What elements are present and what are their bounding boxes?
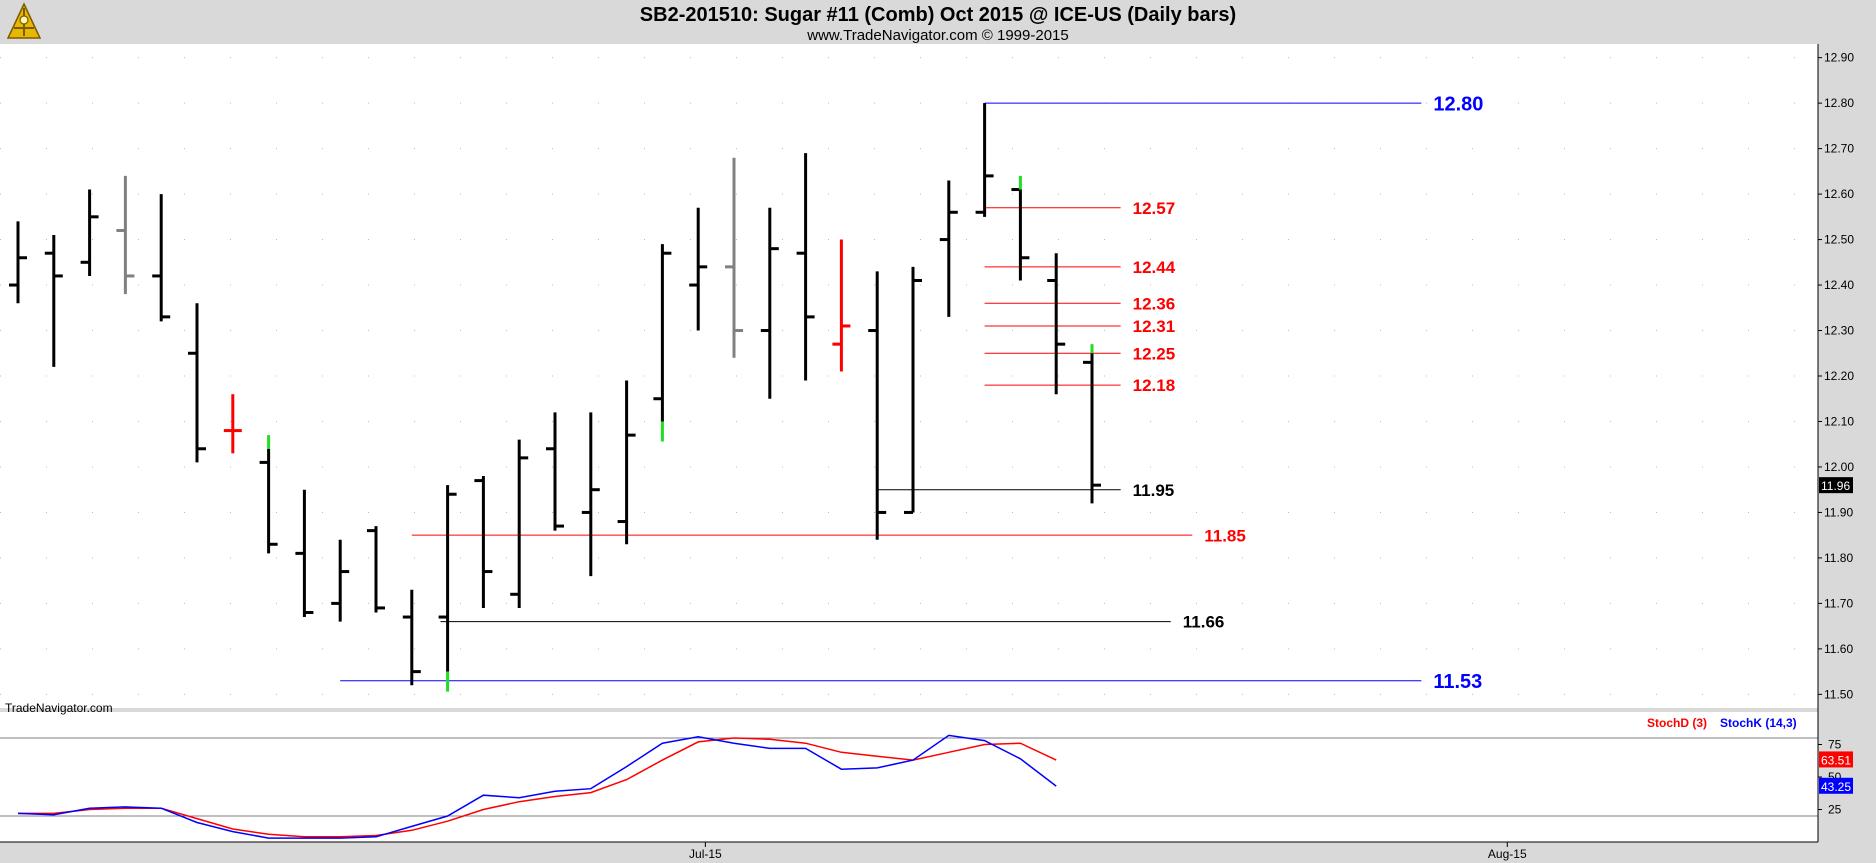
ohlc-bar[interactable] — [581, 412, 600, 577]
chart-subtitle: www.TradeNavigator.com © 1999-2015 — [807, 27, 1069, 44]
chart-title: SB2-201510: Sugar #11 (Comb) Oct 2015 @ … — [639, 4, 1237, 26]
price-tick-label: 11.70 — [1824, 596, 1853, 610]
ohlc-bar[interactable] — [546, 412, 564, 531]
level-label: 12.36 — [1133, 294, 1176, 313]
level-label: 12.18 — [1133, 376, 1176, 395]
price-tick-label: 12.60 — [1824, 187, 1854, 201]
price-tick-label: 11.50 — [1824, 687, 1853, 701]
ohlc-bar[interactable] — [725, 157, 743, 358]
stoch-grid — [0, 737, 1818, 817]
stoch-d-badge — [1819, 751, 1853, 768]
ohlc-bar[interactable] — [653, 244, 672, 442]
stoch-k-badge — [1819, 777, 1853, 794]
x-axis: Jul-15 Aug-15 — [0, 841, 1818, 861]
ohlc-bar[interactable] — [9, 221, 27, 304]
ohlc-bar[interactable] — [367, 526, 385, 613]
price-tick-label: 12.40 — [1824, 278, 1854, 292]
price-tick-label: 12.50 — [1824, 233, 1854, 247]
price-tick-label: 11.80 — [1824, 551, 1853, 565]
ohlc-bar[interactable] — [975, 103, 994, 217]
ohlc-bar[interactable] — [474, 476, 493, 608]
ohlc-bar[interactable] — [1011, 175, 1030, 281]
price-levels: 12.80 12.57 12.44 12.36 12.31 12.25 12.18 11.95… — [340, 93, 1483, 693]
price-tick-label: 11.90 — [1824, 505, 1853, 519]
stoch-panel-bg — [0, 712, 1818, 842]
level-label: 12.44 — [1133, 258, 1176, 277]
stoch-d-value: 63.51 — [1821, 753, 1851, 767]
last-price-badge — [1819, 477, 1853, 494]
stoch-series-line[interactable] — [18, 737, 1057, 838]
ohlc-bar[interactable] — [832, 239, 851, 372]
stoch-lines[interactable] — [17, 734, 1057, 839]
level-label: 12.31 — [1133, 317, 1176, 336]
ohlc-bar[interactable] — [796, 153, 815, 381]
ohlc-bar[interactable] — [689, 207, 708, 331]
price-axis: 12.90 12.80 12.70 12.60 12.50 12.40 12.30 12.20… — [1817, 44, 1854, 842]
stoch-tick-label: 75 — [1828, 738, 1842, 752]
price-bars[interactable] — [9, 103, 1101, 692]
stoch-series-line[interactable] — [17, 734, 1057, 839]
price-tick-label: 12.70 — [1824, 142, 1854, 156]
stoch-k-value: 43.25 — [1821, 780, 1851, 794]
ohlc-bar[interactable] — [295, 489, 314, 618]
level-label: 12.80 — [1433, 93, 1483, 115]
ohlc-bar[interactable] — [904, 266, 922, 514]
price-panel-bg — [0, 44, 1818, 708]
ohlc-bar[interactable] — [188, 303, 206, 463]
ohlc-bar[interactable] — [152, 194, 171, 322]
price-tick-label: 12.20 — [1824, 369, 1854, 383]
x-tick-label: Aug-15 — [1488, 847, 1527, 861]
x-tick-label: Jul-15 — [689, 847, 722, 861]
ohlc-bar[interactable] — [259, 435, 278, 554]
ohlc-bar[interactable] — [510, 439, 529, 608]
level-label: 11.85 — [1204, 526, 1246, 545]
ohlc-bar[interactable] — [116, 175, 135, 295]
price-tick-label: 12.30 — [1824, 324, 1854, 338]
price-tick-label: 11.60 — [1824, 642, 1853, 656]
legend-stoch-d: StochD (3) — [1647, 716, 1707, 730]
ohlc-bar[interactable] — [1083, 344, 1101, 504]
price-tick-label: 12.80 — [1824, 96, 1854, 110]
watermark: TradeNavigator.com — [5, 701, 113, 715]
ohlc-bar[interactable] — [44, 235, 63, 367]
last-price-label: 11.96 — [1821, 479, 1850, 493]
level-label: 11.95 — [1133, 481, 1175, 500]
legend-stoch-k: StochK (14,3) — [1720, 716, 1797, 730]
ohlc-bar[interactable] — [438, 485, 457, 692]
ohlc-bar[interactable] — [1047, 253, 1066, 395]
ohlc-bar[interactable] — [331, 539, 350, 622]
price-tick-label: 12.10 — [1824, 414, 1854, 428]
ohlc-bar[interactable] — [223, 394, 242, 454]
level-label: 11.66 — [1183, 613, 1225, 632]
ohlc-bar[interactable] — [760, 207, 779, 399]
ohlc-bar[interactable] — [617, 380, 636, 545]
price-tick-label: 12.00 — [1824, 460, 1854, 474]
ohlc-bar[interactable] — [80, 189, 99, 276]
ohlc-bar[interactable] — [939, 180, 958, 317]
ohlc-bar[interactable] — [868, 271, 887, 540]
trade-navigator-logo-icon — [4, 2, 44, 47]
price-tick-label: 12.90 — [1824, 51, 1854, 65]
ohlc-bar[interactable] — [402, 589, 421, 686]
stoch-tick-label: 25 — [1828, 803, 1842, 817]
level-label: 12.25 — [1133, 344, 1176, 363]
level-label: 11.53 — [1433, 671, 1482, 693]
level-label: 12.57 — [1133, 199, 1176, 218]
